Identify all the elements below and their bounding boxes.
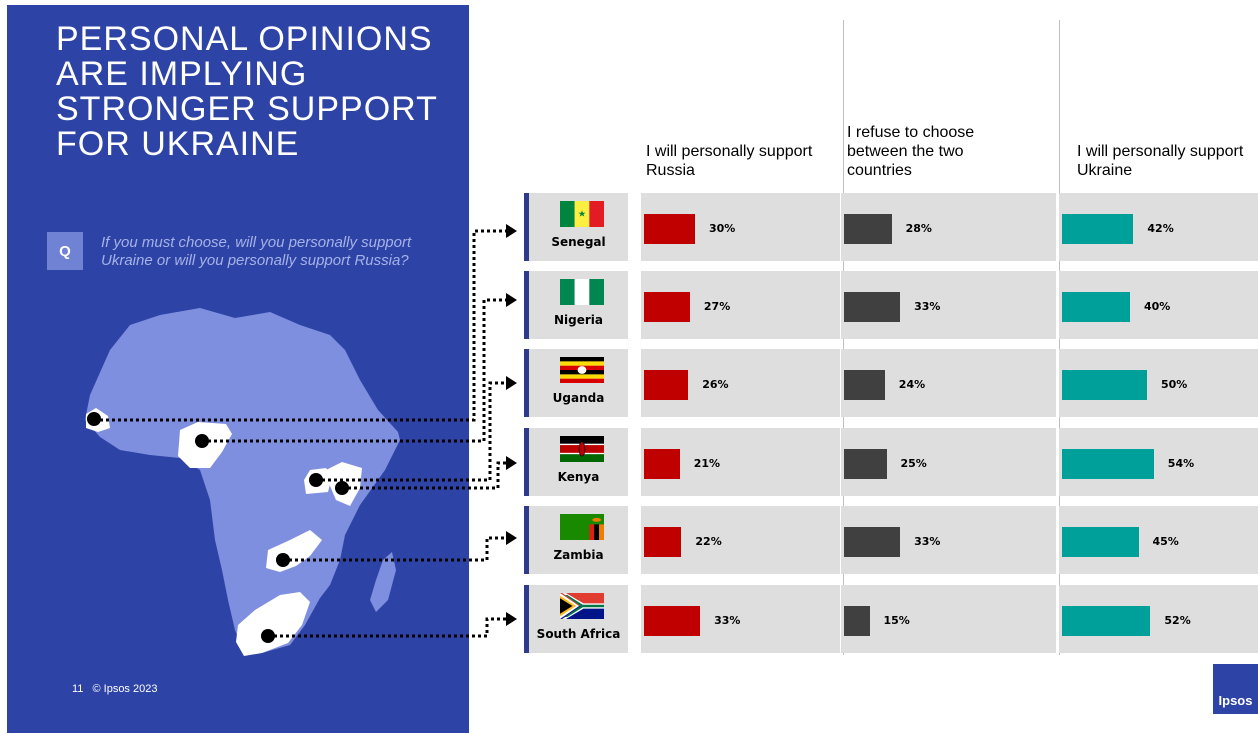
country-cell-south-africa: South Africa (524, 585, 628, 653)
data-label-ukraine-senegal: 42% (1147, 222, 1174, 235)
country-cell-senegal: Senegal (524, 193, 628, 261)
country-name: Zambia (553, 548, 604, 562)
data-label-russia-uganda: 26% (702, 378, 729, 391)
header-refuse: I refuse to choose between the two count… (847, 124, 975, 179)
bar-russia-nigeria (644, 292, 690, 322)
value-cell-russia: 21% (641, 428, 840, 496)
bar-refuse-south-africa (844, 606, 870, 636)
data-label-russia-senegal: 30% (709, 222, 736, 235)
south-africa-flag-icon (560, 593, 604, 619)
bar-russia-kenya (644, 449, 680, 479)
bar-ukraine-zambia (1062, 527, 1139, 557)
header-ukraine: I will personally support Ukraine (1077, 143, 1244, 179)
data-label-russia-kenya: 21% (693, 457, 721, 470)
bar-refuse-kenya (844, 449, 887, 479)
value-cell-ukraine: 50% (1059, 349, 1258, 417)
bar-russia-uganda (644, 370, 689, 400)
value-cell-russia: 22% (641, 506, 840, 574)
country-cell-zambia: Zambia (524, 506, 628, 574)
data-label-refuse-zambia: 33% (914, 535, 941, 548)
value-cell-refuse: 24% (841, 349, 1056, 417)
nigeria-flag-icon (560, 279, 604, 305)
value-cell-ukraine: 42% (1059, 193, 1258, 261)
value-cell-russia: 33% (641, 585, 840, 653)
bar-russia-zambia (644, 527, 682, 557)
value-cell-russia: 27% (641, 271, 840, 339)
data-label-ukraine-nigeria: 40% (1144, 300, 1171, 313)
value-cell-ukraine: 52% (1059, 585, 1258, 653)
arrowhead (506, 456, 517, 470)
copyright: © Ipsos 2023 (92, 683, 158, 695)
value-cell-ukraine: 45% (1059, 506, 1258, 574)
data-label-russia-nigeria: 27% (703, 300, 731, 313)
value-cell-refuse: 28% (841, 193, 1056, 261)
senegal-flag-icon (560, 201, 604, 227)
bar-ukraine-nigeria (1062, 292, 1130, 322)
data-label-refuse-kenya: 25% (900, 457, 927, 470)
data-label-ukraine-kenya: 54% (1167, 457, 1195, 470)
data-label-ukraine-zambia: 45% (1152, 535, 1179, 548)
bar-ukraine-south-africa (1062, 606, 1151, 636)
country-cell-nigeria: Nigeria (524, 271, 628, 339)
value-cell-refuse: 33% (841, 506, 1056, 574)
arrowhead (506, 293, 517, 307)
bar-refuse-nigeria (844, 292, 901, 322)
zambia-flag-icon (560, 514, 604, 540)
data-label-ukraine-south-africa: 52% (1164, 614, 1191, 627)
value-cell-refuse: 25% (841, 428, 1056, 496)
page-title: PERSONAL OPINIONS ARE IMPLYING STRONGER … (56, 20, 438, 163)
header-russia: I will personally support Russia (646, 143, 813, 179)
country-cell-kenya: Kenya (524, 428, 628, 496)
footer: 11 © Ipsos 2023 (72, 683, 163, 695)
data-label-russia-south-africa: 33% (714, 614, 741, 627)
data-label-ukraine-uganda: 50% (1161, 378, 1188, 391)
value-cell-refuse: 33% (841, 271, 1056, 339)
arrowhead (506, 376, 517, 390)
connector-arrowheads (506, 224, 517, 626)
value-cell-russia: 30% (641, 193, 840, 261)
bar-ukraine-kenya (1062, 449, 1154, 479)
data-label-refuse-nigeria: 33% (914, 300, 941, 313)
bar-refuse-uganda (844, 370, 885, 400)
kenya-flag-icon (560, 436, 604, 462)
country-name: Kenya (557, 470, 600, 484)
data-label-refuse-south-africa: 15% (883, 614, 910, 627)
page-number: 11 (72, 683, 84, 695)
bar-refuse-senegal (844, 214, 892, 244)
data-label-refuse-senegal: 28% (905, 222, 932, 235)
question-text: If you must choose, will you personally … (101, 234, 412, 269)
country-name: Uganda (552, 391, 605, 405)
arrowhead (506, 224, 517, 238)
bar-russia-south-africa (644, 606, 701, 636)
value-cell-ukraine: 54% (1059, 428, 1258, 496)
arrowhead (506, 531, 517, 545)
uganda-flag-icon (560, 357, 604, 383)
bar-russia-senegal (644, 214, 695, 244)
bar-refuse-zambia (844, 527, 901, 557)
data-label-russia-zambia: 22% (695, 535, 722, 548)
value-cell-ukraine: 40% (1059, 271, 1258, 339)
country-cell-uganda: Uganda (524, 349, 628, 417)
question-badge: Q (47, 232, 83, 270)
bar-ukraine-senegal (1062, 214, 1134, 244)
country-name: South Africa (536, 627, 621, 641)
value-cell-refuse: 15% (841, 585, 1056, 653)
arrowhead (506, 612, 517, 626)
country-name: Senegal (551, 235, 606, 249)
data-label-refuse-uganda: 24% (898, 378, 926, 391)
country-name: Nigeria (553, 313, 603, 327)
bar-ukraine-uganda (1062, 370, 1147, 400)
value-cell-russia: 26% (641, 349, 840, 417)
ipsos-logo: Ipsos (1213, 664, 1258, 714)
